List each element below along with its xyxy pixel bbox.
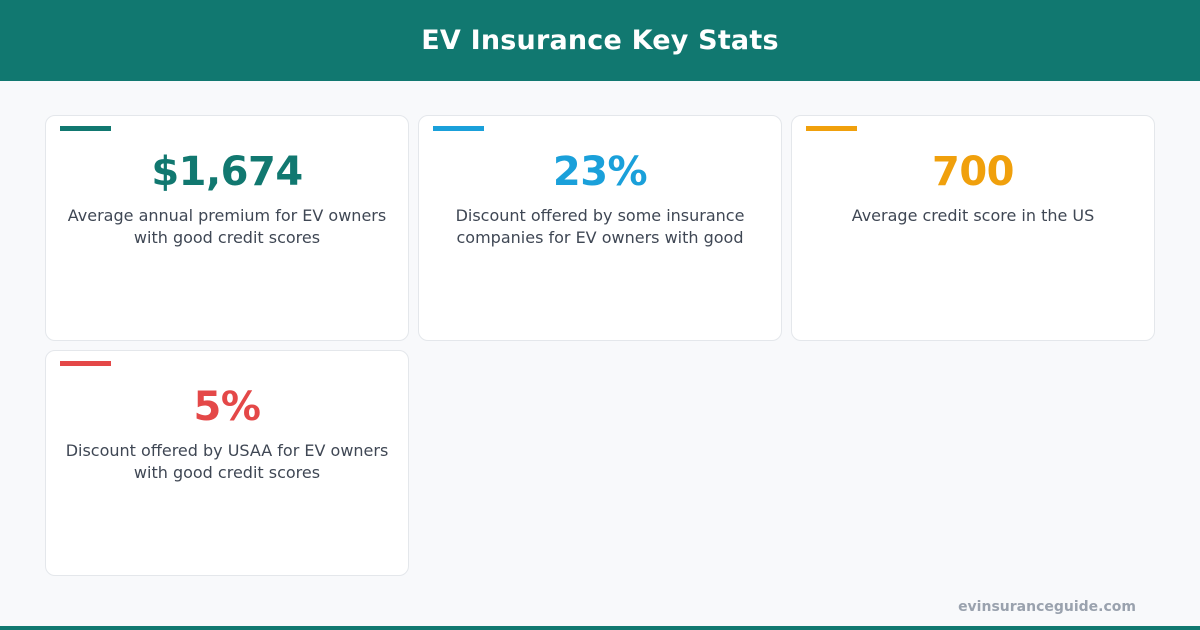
card-accent-bar — [433, 126, 484, 131]
footer-bar — [0, 626, 1200, 630]
stat-card-discount: 23% Discount offered by some insurance c… — [418, 115, 782, 341]
page-title: EV Insurance Key Stats — [421, 25, 779, 56]
card-accent-bar — [806, 126, 857, 131]
stat-card-credit-score: 700 Average credit score in the US — [791, 115, 1155, 341]
card-accent-bar — [60, 361, 111, 366]
stat-description: Discount offered by USAA for EV owners w… — [65, 441, 389, 482]
stat-value: $1,674 — [151, 149, 303, 195]
stat-value: 700 — [932, 149, 1015, 195]
stat-value: 23% — [552, 149, 648, 195]
stat-description: Average credit score in the US — [851, 206, 1095, 225]
stat-description: Average annual premium for EV owners wit… — [67, 206, 387, 247]
stat-value: 5% — [193, 384, 261, 430]
stat-card-usaa-discount: 5% Discount offered by USAA for EV owner… — [45, 350, 409, 576]
card-accent-bar — [60, 126, 111, 131]
footer-site-link[interactable]: evinsuranceguide.com — [958, 599, 1136, 615]
stat-card-premium: $1,674 Average annual premium for EV own… — [45, 115, 409, 341]
stat-description: Discount offered by some insurance compa… — [455, 206, 745, 247]
page-header: EV Insurance Key Stats — [0, 0, 1200, 81]
